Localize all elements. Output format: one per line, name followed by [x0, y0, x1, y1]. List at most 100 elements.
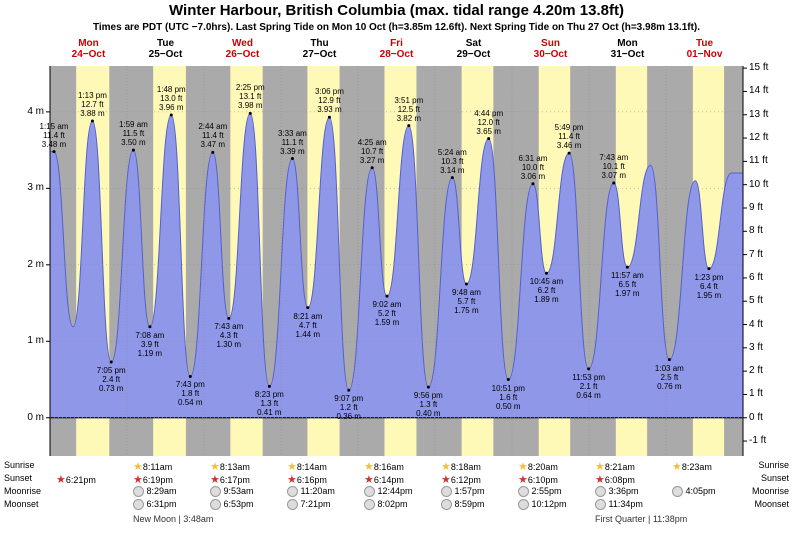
sun-row-label-left: Moonset	[4, 499, 39, 509]
tide-point-label: 8:21 am4.7 ft1.44 m	[293, 312, 322, 339]
tide-point-label: 7:05 pm2.4 ft0.73 m	[97, 366, 126, 393]
tide-point-label: 10:51 pm1.6 ft0.50 m	[492, 384, 525, 411]
sunrise-icon: ★	[133, 461, 143, 473]
sunset-time: ★6:17pm	[210, 473, 250, 486]
y-right-tick: 1 ft	[749, 388, 763, 399]
y-left-tick: 3 m	[27, 182, 44, 193]
sunset-time: ★6:14pm	[364, 473, 404, 486]
date-label: Mon31−Oct	[598, 38, 658, 60]
chart-svg	[0, 0, 793, 539]
moonrise-time: 4:05pm	[672, 486, 716, 497]
sunset-time: ★6:21pm	[56, 473, 96, 486]
moonset-icon	[287, 499, 298, 510]
tide-point-label: 9:07 pm1.2 ft0.36 m	[334, 394, 363, 421]
moonset-time: 6:31pm	[133, 499, 177, 510]
moonrise-icon	[364, 486, 375, 497]
moon-phase-label: First Quarter | 11:38pm	[595, 514, 687, 524]
date-label: Fri28−Oct	[367, 38, 427, 60]
y-right-tick: 10 ft	[749, 179, 768, 190]
sunrise-icon: ★	[518, 461, 528, 473]
sunset-time: ★6:10pm	[518, 473, 558, 486]
y-right-tick: 14 ft	[749, 85, 768, 96]
tide-point-label: 4:25 am10.7 ft3.27 m	[358, 138, 387, 165]
sunrise-icon: ★	[441, 461, 451, 473]
moonrise-icon	[210, 486, 221, 497]
sunset-time: ★6:12pm	[441, 473, 481, 486]
moonrise-icon	[287, 486, 298, 497]
tide-point-label: 7:43 am10.1 ft3.07 m	[599, 153, 628, 180]
tide-point-label: 2:44 am11.4 ft3.47 m	[198, 122, 227, 149]
tide-point-label: 1:15 am11.4 ft3.48 m	[40, 122, 69, 149]
tide-point-label: 9:48 am5.7 ft1.75 m	[452, 288, 481, 315]
tide-point-label: 1:23 pm6.4 ft1.95 m	[695, 273, 724, 300]
date-label: Sun30−Oct	[521, 38, 581, 60]
sunrise-icon: ★	[287, 461, 297, 473]
sunset-icon: ★	[56, 474, 66, 486]
tide-point-label: 9:56 pm1.3 ft0.40 m	[414, 391, 443, 418]
date-label: Tue01−Nov	[675, 38, 735, 60]
tide-point-label: 3:51 pm12.5 ft3.82 m	[394, 96, 423, 123]
sun-row-label-left: Sunset	[4, 473, 32, 483]
moon-phase-label: New Moon | 3:48am	[133, 514, 213, 524]
y-right-tick: 13 ft	[749, 109, 768, 120]
tide-point-label: 5:24 am10.3 ft3.14 m	[438, 148, 467, 175]
y-right-tick: 0 ft	[749, 412, 763, 423]
moonset-time: 6:53pm	[210, 499, 254, 510]
tide-point-label: 3:06 pm12.9 ft3.93 m	[315, 87, 344, 114]
tide-point-label: 8:23 pm1.3 ft0.41 m	[255, 390, 284, 417]
sunrise-time: ★8:11am	[133, 460, 172, 473]
y-right-tick: 5 ft	[749, 295, 763, 306]
tide-point-label: 1:48 pm13.0 ft3.96 m	[157, 85, 186, 112]
moonrise-time: 9:53am	[210, 486, 254, 497]
moonrise-icon	[133, 486, 144, 497]
y-right-tick: 2 ft	[749, 365, 763, 376]
y-left-tick: 4 m	[27, 106, 44, 117]
moonrise-icon	[595, 486, 606, 497]
sunrise-time: ★8:23am	[672, 460, 712, 473]
moonrise-time: 3:36pm	[595, 486, 639, 497]
y-right-tick: 15 ft	[749, 62, 768, 73]
sunset-time: ★6:16pm	[287, 473, 327, 486]
date-label: Mon24−Oct	[59, 38, 119, 60]
sunset-icon: ★	[210, 474, 220, 486]
sunset-icon: ★	[364, 474, 374, 486]
moonset-time: 7:21pm	[287, 499, 331, 510]
sunrise-icon: ★	[210, 461, 220, 473]
sun-row-label-right: Moonset	[754, 499, 789, 509]
moonrise-icon	[441, 486, 452, 497]
sunset-time: ★6:19pm	[133, 473, 173, 486]
moonset-time: 10:12pm	[518, 499, 567, 510]
tide-point-label: 1:59 am11.5 ft3.50 m	[119, 120, 148, 147]
sun-row-label-right: Moonrise	[752, 486, 789, 496]
tide-point-label: 5:49 pm11.4 ft3.46 m	[555, 123, 584, 150]
tide-point-label: 3:33 am11.1 ft3.39 m	[278, 129, 307, 156]
moonrise-icon	[518, 486, 529, 497]
sun-row-label-left: Moonrise	[4, 486, 41, 496]
y-right-tick: 9 ft	[749, 202, 763, 213]
sunrise-icon: ★	[672, 461, 682, 473]
tide-point-label: 7:43 am4.3 ft1.30 m	[214, 322, 243, 349]
date-label: Tue25−Oct	[136, 38, 196, 60]
y-left-tick: 1 m	[27, 335, 44, 346]
moonset-icon	[210, 499, 221, 510]
moonset-time: 11:34pm	[595, 499, 643, 510]
sun-row-label-left: Sunrise	[4, 460, 35, 470]
moonset-icon	[518, 499, 529, 510]
tide-point-label: 7:08 am3.9 ft1.19 m	[135, 331, 164, 358]
tide-point-label: 6:31 am10.0 ft3.06 m	[518, 154, 547, 181]
tide-point-label: 1:13 pm12.7 ft3.88 m	[78, 91, 107, 118]
moonrise-time: 12:44pm	[364, 486, 413, 497]
moonrise-time: 1:57pm	[441, 486, 485, 497]
sun-row-label-right: Sunset	[761, 473, 789, 483]
moonset-icon	[595, 499, 606, 510]
sun-row-label-right: Sunrise	[758, 460, 789, 470]
y-right-tick: -1 ft	[749, 435, 766, 446]
moonset-icon	[364, 499, 375, 510]
tide-point-label: 7:43 pm1.8 ft0.54 m	[176, 380, 205, 407]
y-right-tick: 7 ft	[749, 249, 763, 260]
moonset-time: 8:59pm	[441, 499, 485, 510]
tide-point-label: 1:03 am2.5 ft0.76 m	[655, 364, 684, 391]
sunset-time: ★6:08pm	[595, 473, 635, 486]
tide-point-label: 11:57 am6.5 ft1.97 m	[611, 271, 644, 298]
moonset-icon	[133, 499, 144, 510]
